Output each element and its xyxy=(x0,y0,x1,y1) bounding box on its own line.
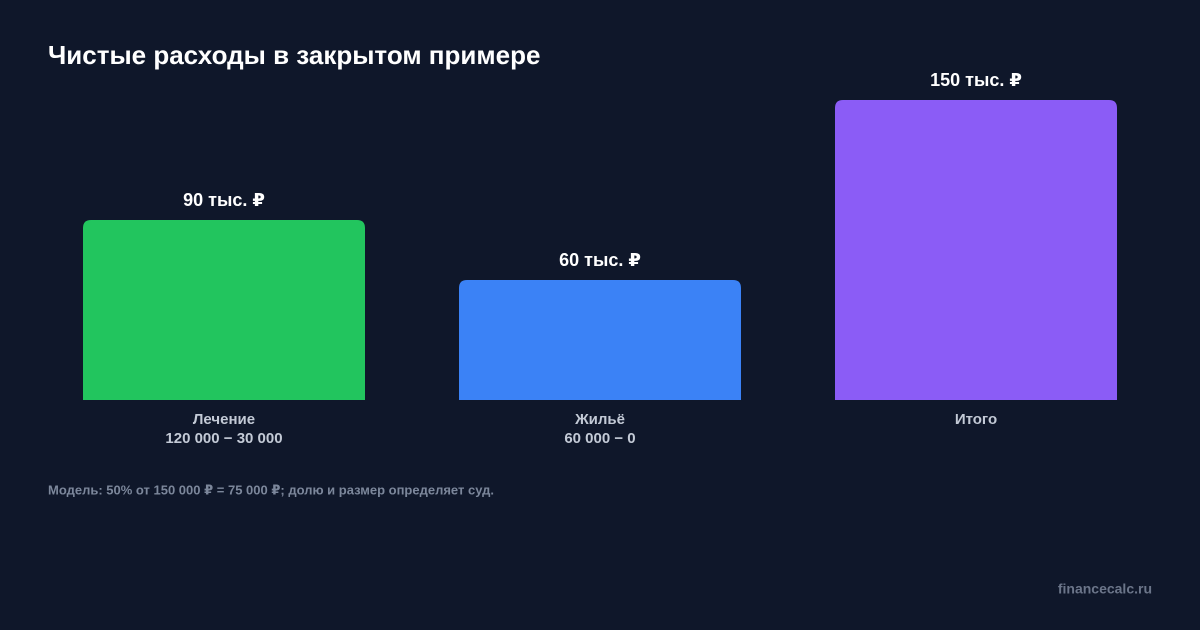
category-note: 120 000 − 30 000 xyxy=(165,430,282,447)
value-label: 150 тыс. ₽ xyxy=(930,70,1022,90)
value-label: 90 тыс. ₽ xyxy=(183,190,265,210)
x-tick-label: Жильё xyxy=(574,411,625,428)
footnote: Модель: 50% от 150 000 ₽ = 75 000 ₽; дол… xyxy=(48,482,494,497)
category-note: 60 000 − 0 xyxy=(564,430,635,447)
x-tick-label: Лечение xyxy=(193,411,255,428)
bar xyxy=(459,280,741,400)
x-tick-label: Итого xyxy=(955,411,997,428)
bar xyxy=(83,220,365,400)
bar xyxy=(835,100,1117,400)
watermark: financecalc.ru xyxy=(1058,581,1152,597)
chart-title: Чистые расходы в закрытом примере xyxy=(48,40,540,70)
value-label: 60 тыс. ₽ xyxy=(559,250,641,270)
